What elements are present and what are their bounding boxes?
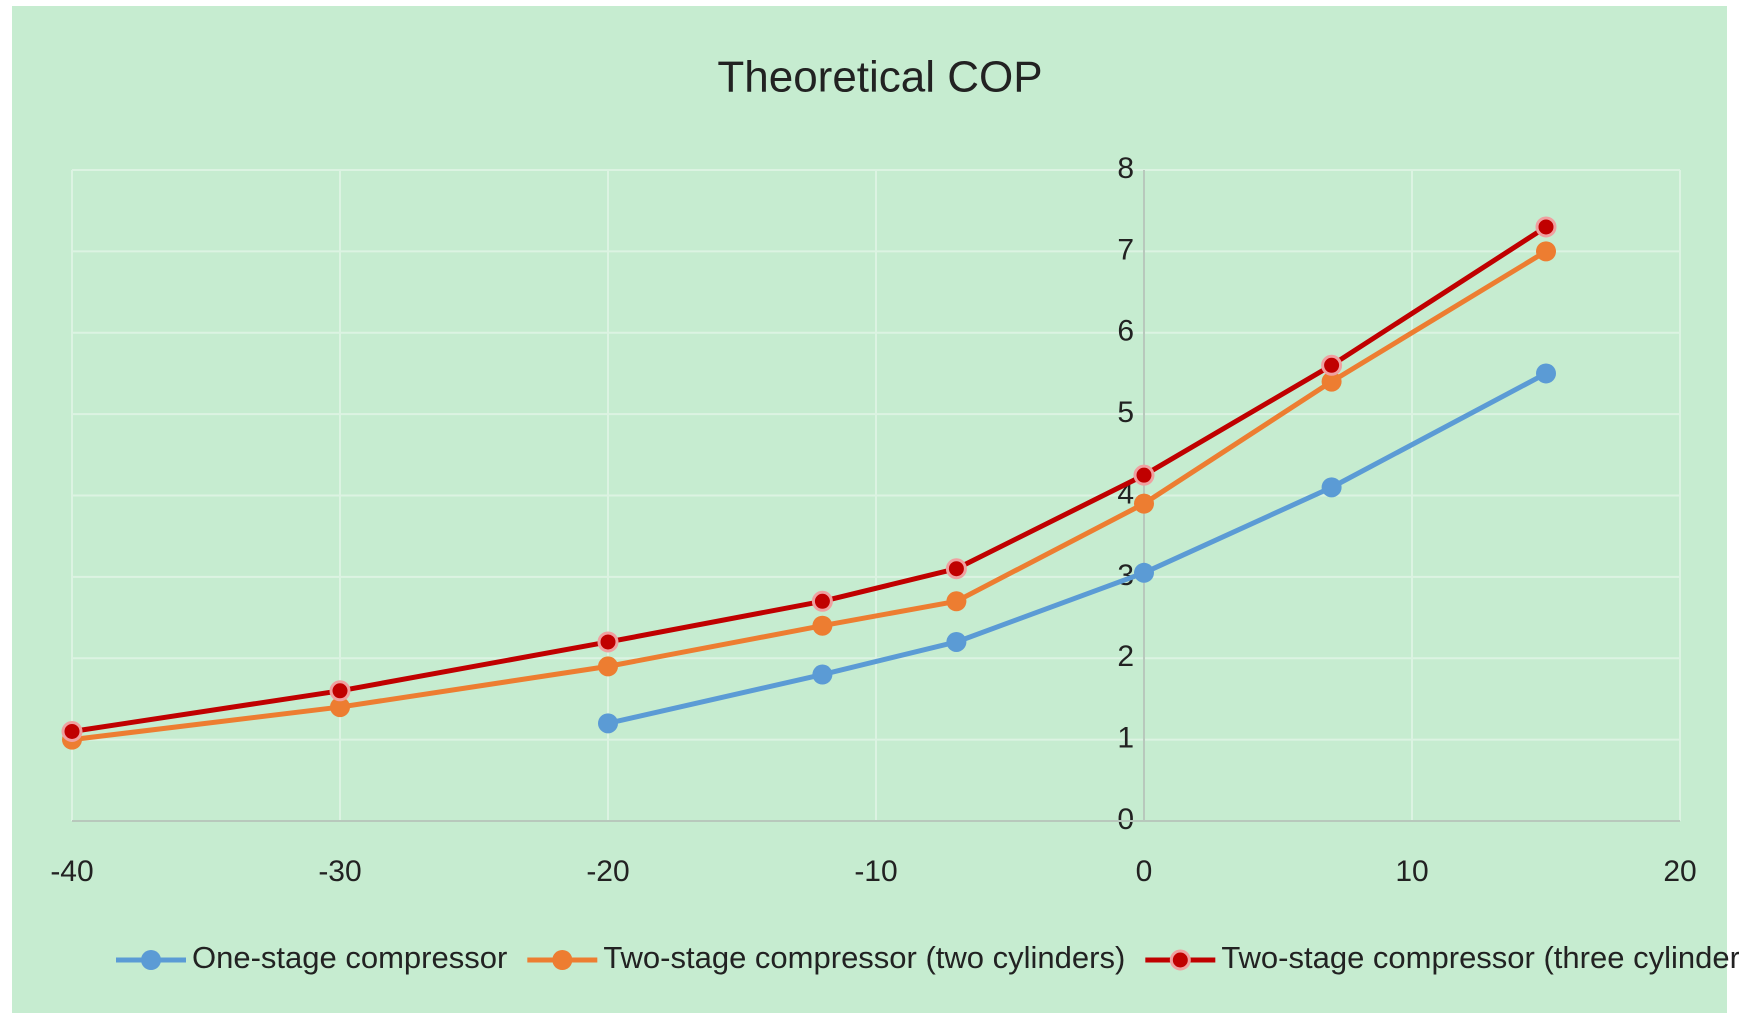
legend-label: Two-stage compressor (three cylinders) bbox=[1221, 940, 1739, 975]
data-point bbox=[1321, 371, 1342, 392]
data-point bbox=[330, 697, 350, 718]
y-tick-label: 0 bbox=[1117, 803, 1134, 836]
data-point bbox=[1536, 363, 1556, 384]
chart-title: Theoretical COP bbox=[717, 53, 1042, 102]
x-tick-label: -30 bbox=[318, 855, 361, 888]
series-line bbox=[71, 249, 1548, 743]
data-point bbox=[1134, 493, 1154, 514]
legend-label: Two-stage compressor (two cylinders) bbox=[603, 940, 1125, 975]
chart-background bbox=[12, 6, 1727, 1013]
data-point bbox=[811, 590, 833, 612]
data-point bbox=[1321, 477, 1342, 498]
data-point bbox=[1535, 216, 1557, 238]
data-point bbox=[329, 680, 351, 702]
y-tick-label: 6 bbox=[1117, 315, 1134, 348]
data-point bbox=[597, 631, 619, 653]
x-tick-label: 20 bbox=[1663, 855, 1696, 888]
data-point bbox=[1321, 354, 1343, 376]
data-point bbox=[598, 713, 618, 734]
x-tick-label: -10 bbox=[854, 855, 897, 888]
x-tick-label: 0 bbox=[1136, 855, 1153, 888]
legend-marker bbox=[1169, 949, 1191, 971]
y-tick-label: 5 bbox=[1117, 396, 1134, 429]
data-point bbox=[812, 615, 833, 636]
series-line bbox=[607, 371, 1548, 726]
data-point bbox=[1134, 562, 1154, 583]
y-tick-label: 1 bbox=[1117, 722, 1134, 755]
data-point bbox=[598, 656, 618, 677]
y-tick-label: 8 bbox=[1117, 152, 1134, 185]
data-point bbox=[61, 720, 83, 742]
data-point bbox=[946, 591, 967, 612]
data-point bbox=[1133, 464, 1155, 486]
y-tick-label: 7 bbox=[1117, 233, 1134, 266]
x-tick-label: -20 bbox=[586, 855, 629, 888]
legend-marker bbox=[141, 950, 161, 970]
data-point bbox=[812, 664, 833, 685]
y-tick-label: 2 bbox=[1117, 640, 1134, 673]
data-point bbox=[946, 631, 967, 652]
legend-label: One-stage compressor bbox=[192, 940, 507, 975]
x-tick-label: -40 bbox=[50, 855, 93, 888]
data-point bbox=[1536, 241, 1556, 262]
x-tick-label: 10 bbox=[1395, 855, 1428, 888]
series-line bbox=[71, 224, 1548, 734]
data-point bbox=[945, 558, 967, 580]
legend-marker bbox=[552, 950, 573, 970]
